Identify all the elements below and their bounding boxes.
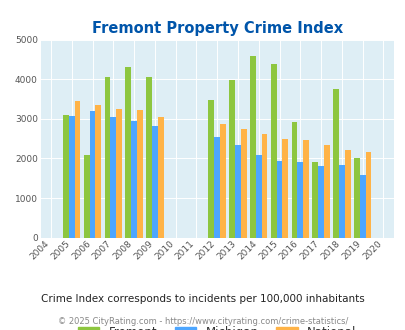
Bar [83,155,90,238]
Bar [104,77,110,238]
Text: Crime Index corresponds to incidents per 100,000 inhabitants: Crime Index corresponds to incidents per… [41,294,364,304]
Bar [69,115,75,238]
Bar [338,165,344,238]
Bar [270,64,276,238]
Bar [261,134,267,238]
Bar [255,155,261,238]
Bar [158,117,163,238]
Bar [146,77,151,238]
Bar [63,115,69,238]
Bar [364,152,371,238]
Bar [131,121,136,238]
Bar [75,101,80,238]
Bar [323,145,329,238]
Bar [151,126,158,238]
Bar [90,111,95,238]
Bar [297,162,303,238]
Bar [344,150,350,238]
Bar [359,175,364,238]
Bar [125,67,131,238]
Bar [136,110,143,238]
Text: © 2025 CityRating.com - https://www.cityrating.com/crime-statistics/: © 2025 CityRating.com - https://www.city… [58,317,347,326]
Bar [303,140,308,238]
Bar [234,145,240,238]
Bar [282,139,288,238]
Bar [249,56,255,238]
Bar [291,122,297,238]
Bar [333,89,338,238]
Bar [229,80,234,238]
Bar [110,117,116,238]
Bar [318,166,323,238]
Bar [95,105,101,238]
Title: Fremont Property Crime Index: Fremont Property Crime Index [92,21,342,36]
Bar [353,158,359,238]
Bar [240,129,246,238]
Bar [311,162,318,238]
Bar [116,109,122,238]
Bar [208,100,214,238]
Bar [220,124,225,238]
Legend: Fremont, Michigan, National: Fremont, Michigan, National [74,323,359,330]
Bar [214,137,220,238]
Bar [276,161,282,238]
